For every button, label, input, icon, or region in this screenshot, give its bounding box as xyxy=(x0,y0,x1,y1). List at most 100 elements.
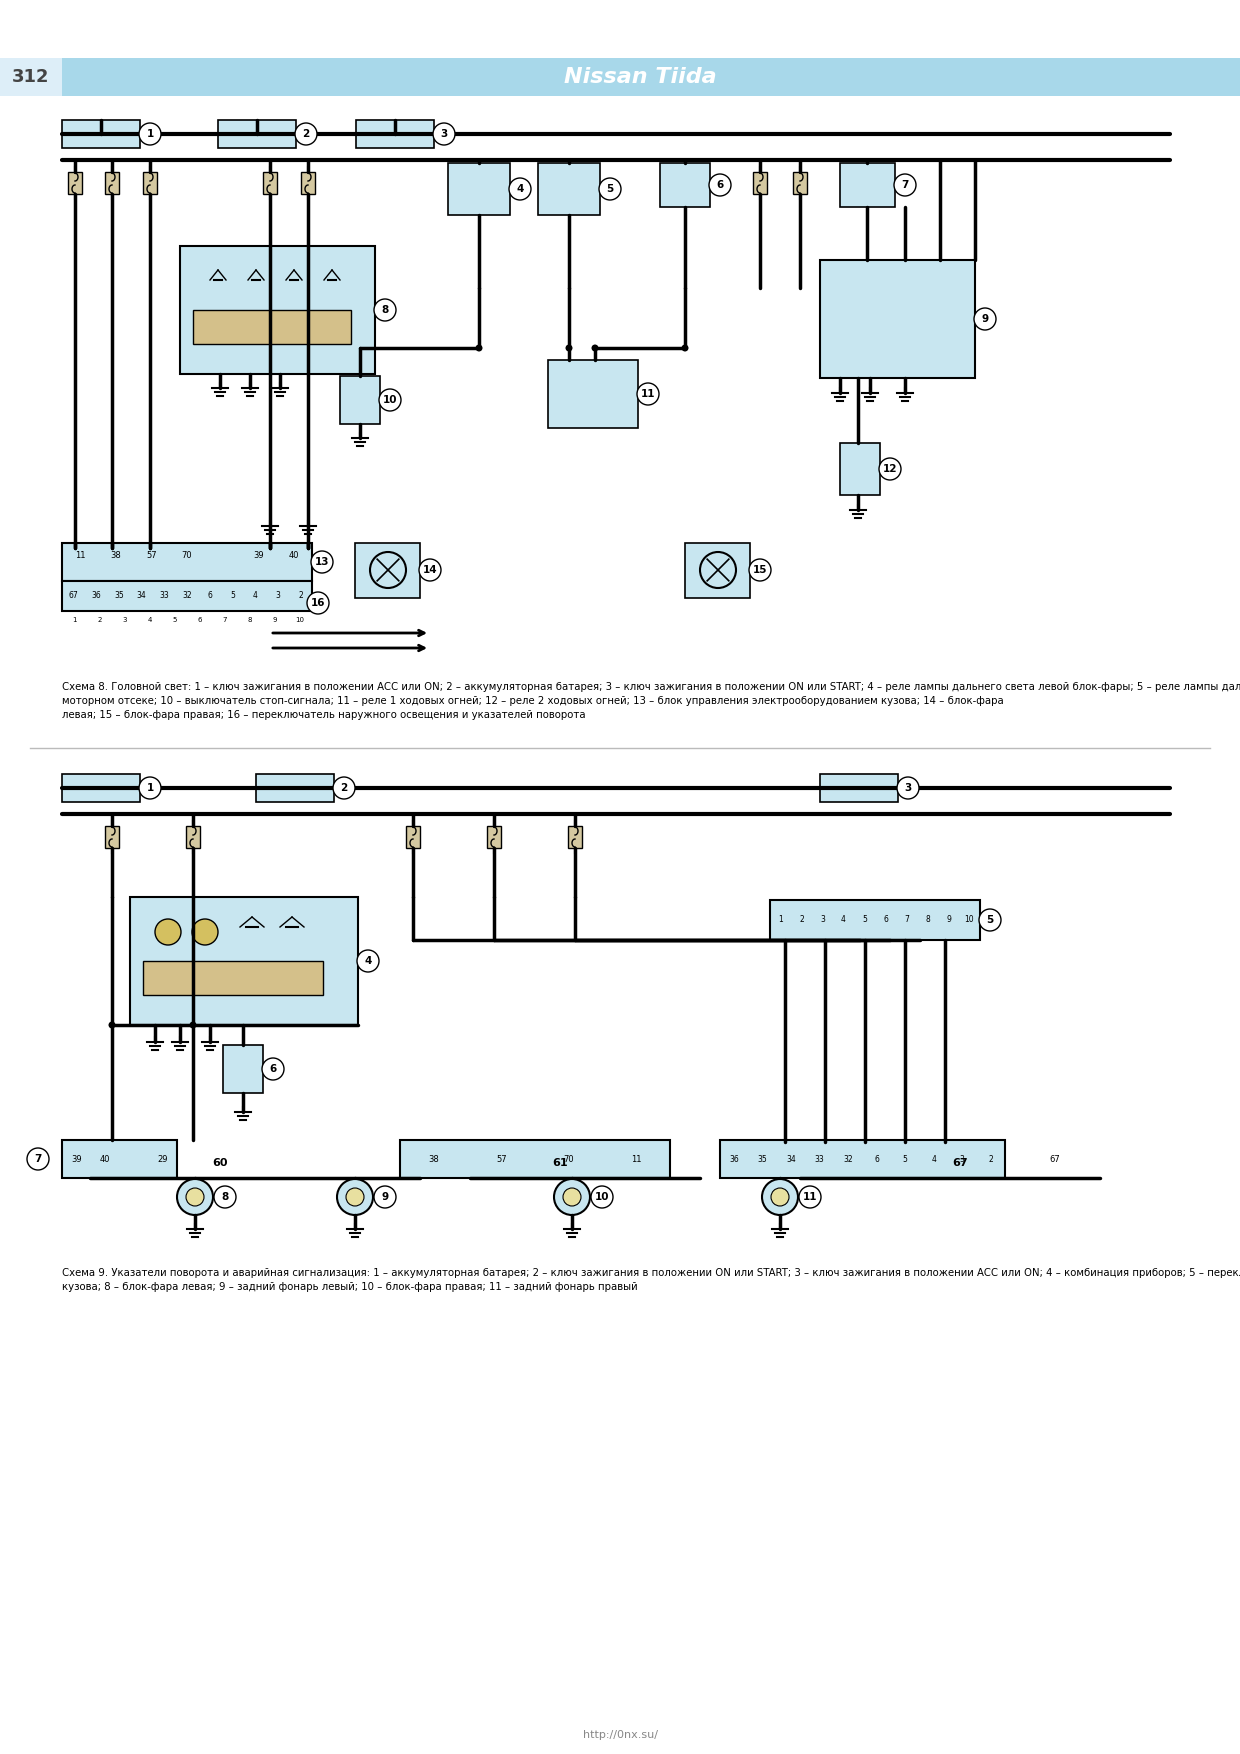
Text: левая; 15 – блок-фара правая; 16 – переключатель наружного освещения и указателе: левая; 15 – блок-фара правая; 16 – перек… xyxy=(62,710,585,719)
Text: 7: 7 xyxy=(35,1154,42,1165)
Bar xyxy=(405,826,420,847)
Text: 8: 8 xyxy=(247,617,252,623)
Bar xyxy=(62,774,140,802)
Bar xyxy=(448,163,510,216)
Bar xyxy=(130,896,358,1024)
Text: 67: 67 xyxy=(952,1158,967,1168)
Text: 3: 3 xyxy=(960,1154,965,1163)
Circle shape xyxy=(599,177,621,200)
Bar xyxy=(538,163,600,216)
Text: 10: 10 xyxy=(965,916,975,924)
Circle shape xyxy=(591,344,599,351)
Bar xyxy=(68,172,82,195)
Text: Схема 9. Указатели поворота и аварийная сигнализация: 1 – аккумуляторная батарея: Схема 9. Указатели поворота и аварийная … xyxy=(62,1268,1240,1279)
Text: 3: 3 xyxy=(820,916,825,924)
Text: 11: 11 xyxy=(641,389,655,398)
Text: 38: 38 xyxy=(110,551,122,560)
Bar xyxy=(839,444,880,495)
Circle shape xyxy=(374,298,396,321)
Circle shape xyxy=(139,777,161,800)
Circle shape xyxy=(379,389,401,410)
Circle shape xyxy=(763,1179,799,1216)
Bar xyxy=(0,58,62,96)
Circle shape xyxy=(591,1186,613,1209)
Text: 2: 2 xyxy=(303,130,310,139)
Circle shape xyxy=(139,123,161,146)
Text: 36: 36 xyxy=(92,591,100,600)
Circle shape xyxy=(374,1186,396,1209)
Text: 7: 7 xyxy=(901,181,909,189)
Bar xyxy=(548,360,639,428)
Bar xyxy=(62,544,312,581)
Text: 11: 11 xyxy=(631,1154,641,1163)
Text: 13: 13 xyxy=(315,558,330,567)
Text: 7: 7 xyxy=(222,617,227,623)
Circle shape xyxy=(709,174,732,196)
Circle shape xyxy=(346,1187,365,1207)
Text: 67: 67 xyxy=(1049,1154,1060,1163)
Text: 10: 10 xyxy=(383,395,397,405)
Circle shape xyxy=(799,1186,821,1209)
Text: 12: 12 xyxy=(883,465,898,474)
Circle shape xyxy=(177,1179,213,1216)
Text: 7: 7 xyxy=(904,916,909,924)
Bar xyxy=(62,581,312,610)
Text: 2: 2 xyxy=(299,591,303,600)
Text: 5: 5 xyxy=(862,916,867,924)
Circle shape xyxy=(879,458,901,481)
Bar xyxy=(684,544,750,598)
Text: 8: 8 xyxy=(222,1193,228,1201)
Text: 36: 36 xyxy=(729,1154,739,1163)
Bar xyxy=(0,58,1240,96)
Circle shape xyxy=(311,551,334,574)
Text: 4: 4 xyxy=(931,1154,936,1163)
Text: 6: 6 xyxy=(874,1154,879,1163)
Text: кузова; 8 – блок-фара левая; 9 – задний фонарь левый; 10 – блок-фара правая; 11 : кузова; 8 – блок-фара левая; 9 – задний … xyxy=(62,1282,637,1293)
Text: 3: 3 xyxy=(440,130,448,139)
Bar xyxy=(62,119,140,147)
Text: 11: 11 xyxy=(802,1193,817,1201)
Text: 5: 5 xyxy=(229,591,234,600)
Bar xyxy=(753,172,768,195)
Circle shape xyxy=(155,919,181,945)
Text: 38: 38 xyxy=(428,1154,439,1163)
Circle shape xyxy=(894,174,916,196)
Circle shape xyxy=(419,560,441,581)
Text: 3: 3 xyxy=(123,617,126,623)
Text: http://0nx.su/: http://0nx.su/ xyxy=(583,1729,657,1740)
Text: 67: 67 xyxy=(68,591,78,600)
Text: 312: 312 xyxy=(12,68,50,86)
Circle shape xyxy=(554,1179,590,1216)
Text: 5: 5 xyxy=(903,1154,908,1163)
Text: 35: 35 xyxy=(758,1154,768,1163)
Text: 10: 10 xyxy=(295,617,304,623)
Bar xyxy=(218,119,296,147)
Bar xyxy=(105,172,119,195)
Text: 70: 70 xyxy=(182,551,192,560)
Text: 4: 4 xyxy=(516,184,523,195)
Text: 57: 57 xyxy=(146,551,156,560)
Text: 39: 39 xyxy=(253,551,264,560)
Bar xyxy=(660,163,711,207)
Text: 14: 14 xyxy=(423,565,438,575)
Bar xyxy=(794,172,807,195)
Bar xyxy=(355,544,420,598)
Circle shape xyxy=(701,553,737,588)
Circle shape xyxy=(897,777,919,800)
Text: 9: 9 xyxy=(946,916,951,924)
Bar xyxy=(568,826,582,847)
Text: 70: 70 xyxy=(563,1154,574,1163)
Text: 2: 2 xyxy=(97,617,102,623)
Text: 9: 9 xyxy=(273,617,277,623)
Text: 5: 5 xyxy=(606,184,614,195)
Text: моторном отсеке; 10 – выключатель стоп-сигнала; 11 – реле 1 ходовых огней; 12 – : моторном отсеке; 10 – выключатель стоп-с… xyxy=(62,696,1003,707)
Circle shape xyxy=(973,309,996,330)
Text: 61: 61 xyxy=(552,1158,568,1168)
Text: 35: 35 xyxy=(114,591,124,600)
Circle shape xyxy=(771,1187,789,1207)
Text: 6: 6 xyxy=(197,617,202,623)
Text: 32: 32 xyxy=(843,1154,853,1163)
Text: 34: 34 xyxy=(786,1154,796,1163)
Text: 5: 5 xyxy=(172,617,176,623)
Text: 29: 29 xyxy=(157,1154,167,1163)
